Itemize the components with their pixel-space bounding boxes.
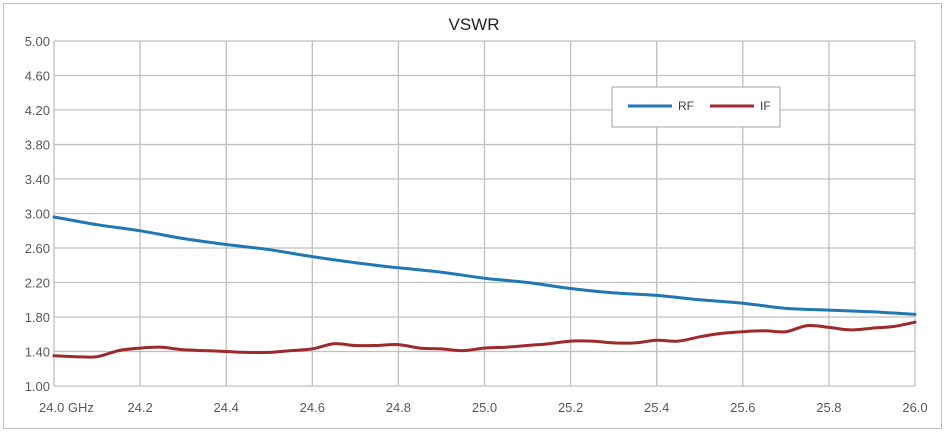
x-tick-label: 24.6: [300, 400, 325, 415]
legend-label-rf: RF: [678, 99, 694, 113]
series-lines: [52, 215, 917, 359]
x-tick-label: 25.4: [644, 400, 669, 415]
x-tick-label: 26.0: [902, 400, 927, 415]
legend: RF IF: [611, 86, 781, 128]
x-tick-label: 24.2: [127, 400, 152, 415]
y-tick-label: 4.20: [25, 103, 50, 118]
x-tick-label: 24.4: [214, 400, 239, 415]
x-tick-label: 24.0 GHz: [39, 400, 94, 415]
y-tick-label: 1.80: [25, 310, 50, 325]
y-tick-label: 4.60: [25, 69, 50, 84]
series-line-if: [52, 320, 917, 359]
chart-title: VSWR: [449, 15, 500, 34]
y-tick-label: 2.20: [25, 276, 50, 291]
x-tick-label: 25.8: [816, 400, 841, 415]
y-tick-label: 1.00: [25, 379, 50, 394]
tick-labels: 1.00 1.40 1.80 2.20 2.60 3.00 3.40 3.80 4.20 4.60…: [25, 34, 928, 415]
legend-label-if: IF: [760, 99, 771, 113]
x-tick-label: 25.0: [472, 400, 497, 415]
y-tick-label: 3.00: [25, 207, 50, 222]
x-tick-label: 24.8: [386, 400, 411, 415]
series-line-rf: [52, 215, 917, 316]
grid: [53, 40, 916, 387]
x-tick-label: 25.2: [558, 400, 583, 415]
x-tick-label: 25.6: [730, 400, 755, 415]
y-tick-label: 2.60: [25, 241, 50, 256]
chart-frame: [3, 3, 942, 429]
y-tick-label: 1.40: [25, 345, 50, 360]
y-tick-label: 3.80: [25, 138, 50, 153]
y-tick-label: 5.00: [25, 34, 50, 49]
y-tick-label: 3.40: [25, 172, 50, 187]
